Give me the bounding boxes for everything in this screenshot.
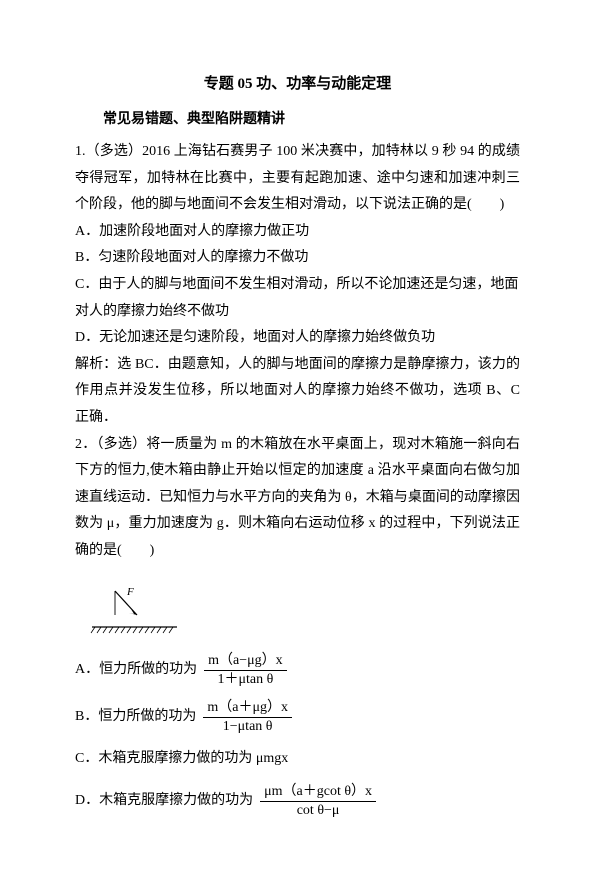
q1-opt-a: A．加速阶段地面对人的摩擦力做正功 bbox=[75, 219, 520, 246]
q2-b-label: B．恒力所做的功为 bbox=[75, 704, 196, 731]
q2-a-label: A．恒力所做的功为 bbox=[75, 657, 197, 684]
page-subtitle: 常见易错题、典型陷阱题精讲 bbox=[75, 107, 520, 134]
q2-opt-c: C．木箱克服摩擦力做的功为 μmgx bbox=[75, 746, 520, 773]
q2-a-fraction: m（a−μg）x 1＋μtan θ bbox=[204, 652, 287, 689]
page-title: 专题 05 功、功率与动能定理 bbox=[75, 70, 520, 99]
q2-opt-d: D．木箱克服摩擦力做的功为 μm（a＋gcot θ）x cot θ−μ bbox=[75, 783, 520, 820]
q2-b-fraction: m（a＋μg）x 1−μtan θ bbox=[203, 699, 292, 736]
q1-opt-b: B．匀速阶段地面对人的摩擦力不做功 bbox=[75, 245, 520, 272]
q2-b-denominator: 1−μtan θ bbox=[203, 718, 292, 736]
q2-d-fraction: μm（a＋gcot θ）x cot θ−μ bbox=[260, 783, 376, 820]
q1-opt-c: C．由于人的脚与地面间不发生相对滑动，所以不论加速还是匀速，地面对人的摩擦力始终… bbox=[75, 272, 520, 325]
q2-opt-a: A．恒力所做的功为 m（a−μg）x 1＋μtan θ bbox=[75, 652, 520, 689]
q2-d-label: D．木箱克服摩擦力做的功为 bbox=[75, 788, 253, 815]
q2-stem: 2．（多选）将一质量为 m 的木箱放在水平桌面上，现对木箱施一斜向右下方的恒力,… bbox=[75, 432, 520, 565]
q2-a-numerator: m（a−μg）x bbox=[204, 652, 287, 671]
q1-solution: 解析：选 BC．由题意知，人的脚与地面间的摩擦力是静摩擦力，该力的作用点并没发生… bbox=[75, 352, 520, 432]
force-diagram: F bbox=[87, 583, 182, 638]
q2-b-numerator: m（a＋μg）x bbox=[203, 699, 292, 718]
q2-d-numerator: μm（a＋gcot θ）x bbox=[260, 783, 376, 802]
q1-opt-d: D．无论加速还是匀速阶段，地面对人的摩擦力始终做负功 bbox=[75, 325, 520, 352]
q2-d-denominator: cot θ−μ bbox=[260, 802, 376, 820]
q2-a-denominator: 1＋μtan θ bbox=[204, 671, 287, 689]
q1-stem: 1.（多选）2016 上海钻石赛男子 100 米决赛中，加特林以 9 秒 94 … bbox=[75, 139, 520, 219]
f-label: F bbox=[126, 586, 134, 598]
q2-opt-b: B．恒力所做的功为 m（a＋μg）x 1−μtan θ bbox=[75, 699, 520, 736]
